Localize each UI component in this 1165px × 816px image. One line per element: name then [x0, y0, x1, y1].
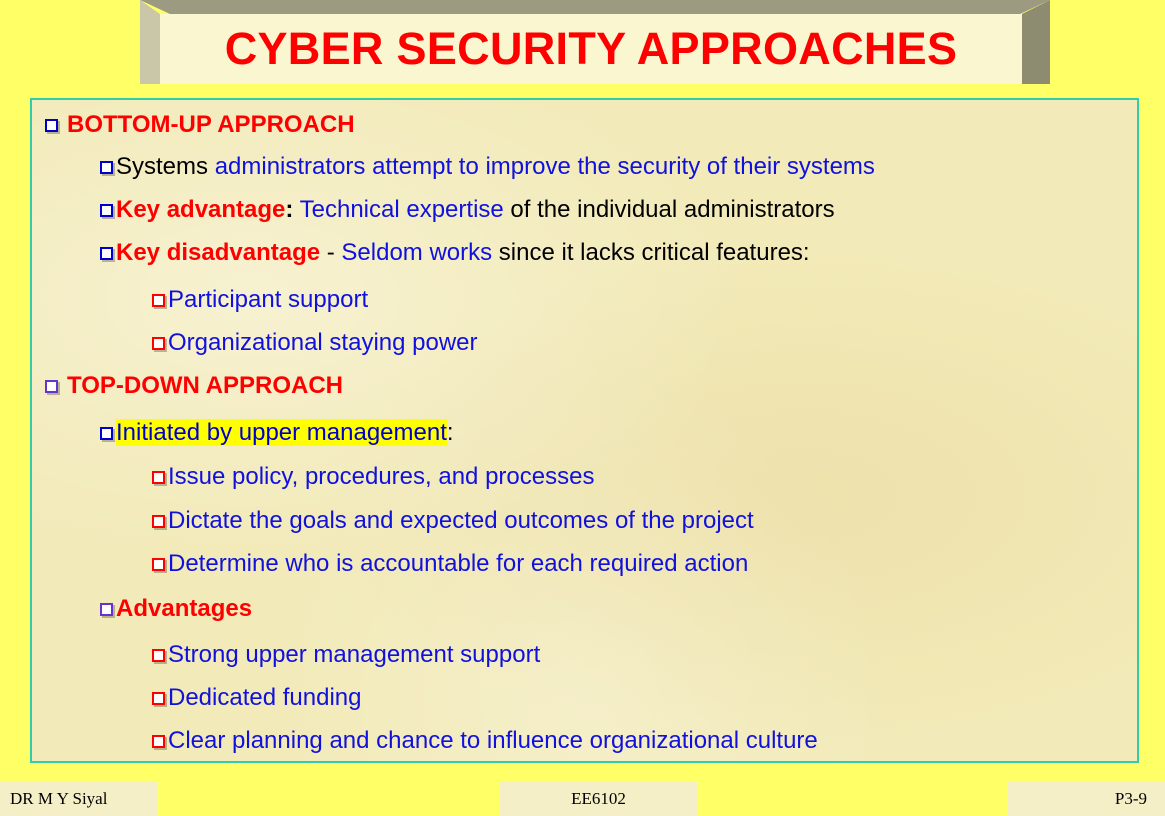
checkbox-bullet-icon	[152, 337, 165, 350]
checkbox-bullet-icon	[100, 427, 113, 440]
advantage-3: Clear planning and chance to influence o…	[152, 727, 818, 755]
checkbox-bullet-icon	[45, 119, 58, 132]
bottom-up-item-2: Key advantage: Technical expertise of th…	[100, 196, 835, 224]
title-plaque-face: CYBER SECURITY APPROACHES	[160, 14, 1022, 84]
item-text-black: since it lacks critical features:	[492, 239, 810, 266]
checkbox-bullet-icon	[100, 161, 113, 174]
top-down-sub-3: Determine who is accountable for each re…	[152, 550, 748, 578]
footer-author: DR M Y Siyal	[0, 781, 157, 816]
advantage-1: Strong upper management support	[152, 641, 540, 669]
checkbox-bullet-icon	[100, 603, 113, 616]
key-disadvantage-label: Key disadvantage	[116, 239, 321, 266]
bottom-up-item-3: Key disadvantage - Seldom works since it…	[100, 239, 810, 267]
item-text-black: Systems	[116, 153, 215, 180]
title-plaque-top-bevel	[140, 0, 1050, 14]
title-plaque-right-bevel	[1022, 0, 1050, 84]
top-down-item-1: Initiated by upper management:	[100, 419, 454, 447]
slide-title: CYBER SECURITY APPROACHES	[224, 23, 958, 74]
bottom-up-sub-2: Organizational staying power	[152, 329, 478, 357]
bottom-up-heading-line: BOTTOM-UP APPROACH	[45, 111, 355, 139]
top-down-heading: TOP-DOWN APPROACH	[67, 372, 343, 399]
bottom-up-item-1: Systems administrators attempt to improv…	[100, 153, 875, 181]
top-down-sub-2: Dictate the goals and expected outcomes …	[152, 507, 754, 535]
bottom-up-heading: BOTTOM-UP APPROACH	[67, 111, 355, 138]
checkbox-bullet-icon	[45, 380, 58, 393]
checkbox-bullet-icon	[152, 558, 165, 571]
title-plaque: CYBER SECURITY APPROACHES	[140, 0, 1050, 84]
checkbox-bullet-icon	[152, 735, 165, 748]
top-down-advantages: Advantages	[100, 595, 252, 623]
key-advantage-label: Key advantage	[116, 196, 286, 223]
footer-page-number: P3-9	[1008, 781, 1165, 816]
item-text-blue: Seldom works	[341, 239, 493, 266]
checkbox-bullet-icon	[152, 294, 165, 307]
content-box: BOTTOM-UP APPROACH Systems administrator…	[30, 98, 1139, 763]
top-down-heading-line: TOP-DOWN APPROACH	[45, 372, 343, 400]
checkbox-bullet-icon	[100, 247, 113, 260]
highlighted-text: Initiated by upper management	[116, 419, 447, 446]
bottom-up-sub-1: Participant support	[152, 286, 368, 314]
advantage-2: Dedicated funding	[152, 684, 361, 712]
footer-course: EE6102	[500, 781, 697, 816]
checkbox-bullet-icon	[152, 515, 165, 528]
checkbox-bullet-icon	[152, 692, 165, 705]
checkbox-bullet-icon	[100, 204, 113, 217]
top-down-sub-1: Issue policy, procedures, and processes	[152, 463, 594, 491]
item-text-blue: administrators attempt to improve the se…	[214, 153, 875, 180]
advantages-label: Advantages	[116, 595, 253, 622]
checkbox-bullet-icon	[152, 649, 165, 662]
colon: :	[285, 196, 294, 223]
item-text-blue: Technical expertise	[293, 196, 504, 223]
title-plaque-left-bevel	[140, 0, 160, 84]
item-text-black: of the individual administrators	[503, 196, 835, 223]
dash: -	[320, 239, 342, 266]
checkbox-bullet-icon	[152, 471, 165, 484]
colon: :	[446, 419, 454, 446]
